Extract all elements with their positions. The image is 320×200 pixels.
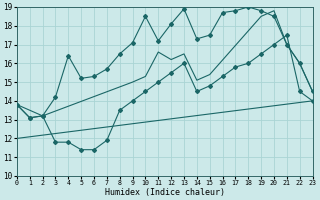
X-axis label: Humidex (Indice chaleur): Humidex (Indice chaleur) [105,188,225,197]
